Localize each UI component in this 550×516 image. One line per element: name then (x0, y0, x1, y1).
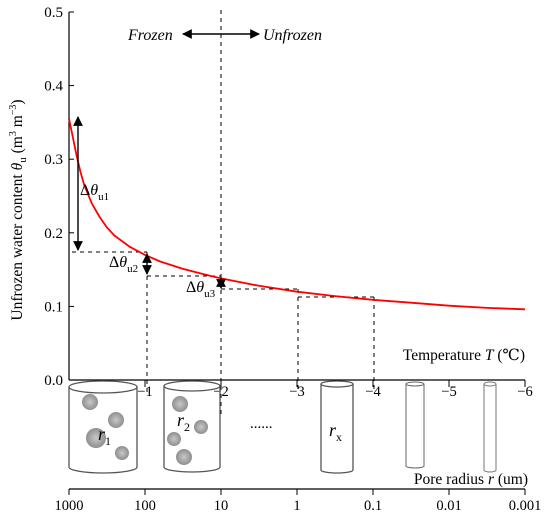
unfrozen-label: Unfrozen (263, 27, 322, 44)
ice-crystal-icon (82, 394, 98, 410)
delta-u3-label: Δθu3 (186, 279, 216, 300)
ice-crystal-icon (167, 432, 181, 446)
guide-lines (72, 251, 375, 392)
pore-tick-label: 0.001 (509, 498, 542, 514)
temperature-tick-label: −1 (137, 384, 152, 400)
temperature-tick-group: −1 −2 −3 −4 −5 −6 (137, 380, 533, 400)
delta-u3-prefix: Δ (186, 279, 196, 296)
temperature-axis-title-unit: (℃) (493, 347, 525, 364)
pore-label-rx: rx (329, 420, 342, 444)
unfrozen-water-curve (68, 118, 526, 311)
ice-crystal-icon (176, 449, 192, 465)
temperature-tick-label: −5 (441, 384, 456, 400)
pore-axis-title-unit: (um) (494, 471, 528, 488)
pore-cylinder-r1 (68, 380, 138, 474)
y-tick-group: 0.0 0.1 0.2 0.3 0.4 0.5 (44, 5, 74, 389)
pore-label-r1-sub: 1 (105, 434, 111, 448)
frozen-label: Frozen (127, 27, 173, 44)
y-axis-title: Unfrozen water content θu (m3 m−3) (8, 99, 29, 320)
pore-label-r2-sub: 2 (184, 420, 190, 434)
temperature-tick-label: −3 (289, 384, 304, 400)
y-tick-label: 0.4 (44, 79, 63, 95)
y-tick-label: 0.2 (44, 226, 63, 242)
ice-crystal-icon (172, 396, 188, 412)
delta-u2-sub: u2 (127, 263, 138, 275)
y-tick-label: 0.0 (44, 373, 63, 389)
pore-cylinder-smallest (483, 381, 497, 473)
y-axis-title-units-sup2: −3 (8, 105, 19, 116)
temperature-tick-label: −6 (517, 384, 532, 400)
delta-u3-symbol: θ (196, 279, 204, 296)
pore-tick-label: 0.01 (436, 498, 461, 514)
pore-label-rx-sub: x (336, 430, 342, 444)
y-axis-title-sub: u (17, 157, 29, 163)
ice-crystal-icon (108, 412, 124, 428)
pore-label-r2: r2 (177, 410, 190, 434)
delta-u1-label: Δθu1 (80, 182, 109, 203)
temperature-tick-label: −4 (365, 384, 381, 400)
y-tick-label: 0.3 (44, 152, 63, 168)
pore-tick-group: 1000 100 10 1 0.1 0.01 0.001 (55, 489, 542, 514)
y-axis-title-units-sup1: 3 (8, 131, 19, 136)
temperature-axis-title-text: Temperature (403, 347, 485, 364)
pore-tick-label: 10 (214, 498, 229, 514)
pore-tick-label: 1 (293, 498, 300, 514)
pore-tick-label: 1000 (55, 498, 84, 514)
y-axis-title-symbol: θ (9, 162, 26, 170)
delta-u2-symbol: θ (119, 254, 127, 271)
pore-cylinder-rx (320, 380, 354, 474)
y-axis-title-main: Unfrozen water content (9, 170, 26, 320)
delta-u1-sub: u1 (98, 191, 109, 203)
pore-cylinder-small (405, 381, 425, 469)
pore-label-rx-symbol: r (329, 420, 337, 440)
ice-crystal-icon (115, 446, 129, 460)
pore-tick-label: 0.1 (364, 498, 382, 514)
temperature-axis-title: Temperature T (℃) (403, 347, 525, 364)
pore-axis-title-symbol: r (488, 471, 495, 488)
temperature-axis-title-symbol: T (485, 347, 495, 364)
delta-u2-label: Δθu2 (109, 254, 138, 275)
pore-axis-title-text: Pore radius (414, 471, 488, 488)
ice-crystals-r1 (82, 394, 129, 460)
y-axis-title-units-close: ) (9, 99, 26, 104)
y-tick-label: 0.5 (44, 5, 63, 21)
delta-u1-symbol: θ (90, 182, 98, 199)
delta-u3-sub: u3 (204, 288, 216, 300)
pore-axis-title: Pore radius r (um) (414, 471, 528, 488)
pore-label-r2-symbol: r (177, 410, 185, 430)
pore-label-r1: r1 (98, 424, 111, 448)
delta-u1-prefix: Δ (80, 182, 90, 199)
pore-ellipsis: ...... (250, 416, 273, 432)
y-axis-title-units-mid: m (9, 115, 26, 131)
ice-crystal-icon (86, 428, 106, 448)
pore-label-r1-symbol: r (98, 424, 106, 444)
y-tick-label: 0.1 (44, 299, 63, 315)
y-axis-title-units-open: (m (9, 136, 26, 157)
ice-crystals-r2 (167, 396, 208, 465)
ice-crystal-icon (194, 420, 208, 434)
pore-tick-label: 100 (134, 498, 156, 514)
pore-cylinder-r2 (163, 380, 221, 473)
delta-u2-prefix: Δ (109, 254, 119, 271)
